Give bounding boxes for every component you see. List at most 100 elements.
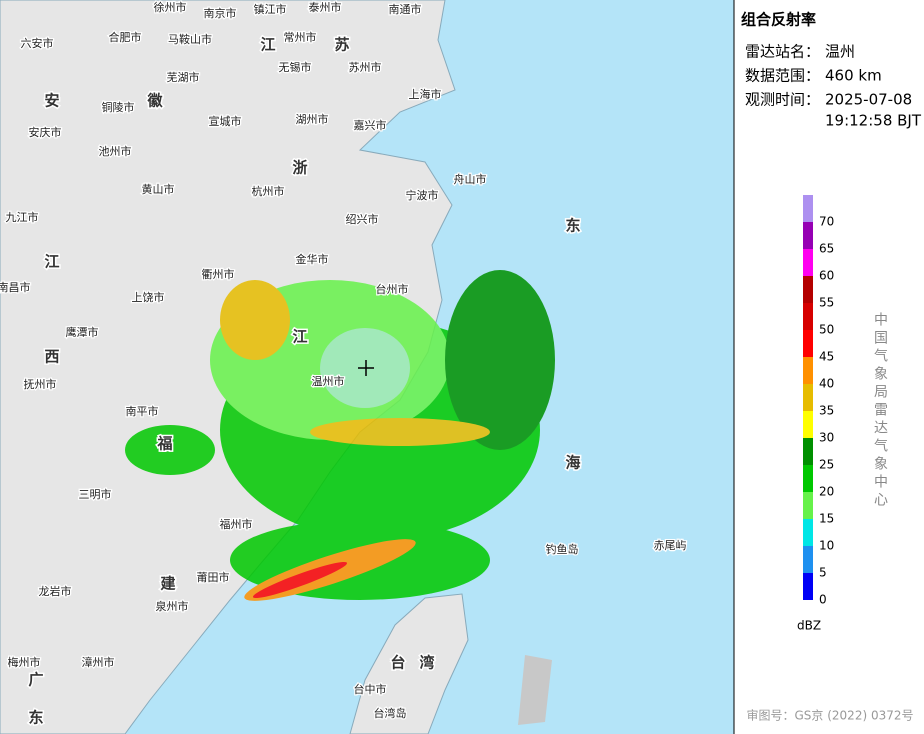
city-label: 台州市 — [376, 282, 409, 296]
city-label: 九江市 — [6, 210, 39, 224]
region-label: 江 — [44, 253, 59, 271]
legend-unit: dBZ — [797, 619, 821, 633]
legend-swatch — [803, 465, 813, 492]
city-label: 南平市 — [126, 404, 159, 418]
region-label: 江 — [260, 36, 275, 54]
city-label: 六安市 — [21, 36, 54, 50]
city-label: 苏州市 — [349, 60, 382, 74]
region-label: 东 — [565, 217, 580, 235]
region-label: 安 — [44, 92, 59, 110]
no-data-strip — [518, 655, 552, 725]
date: 2025-07-08 — [825, 91, 912, 109]
legend-tick-label: 60 — [819, 269, 834, 283]
region-label: 苏 — [334, 36, 349, 54]
echo-band — [125, 425, 215, 475]
legend-swatch — [803, 249, 813, 276]
legend-tick-label: 30 — [819, 431, 834, 445]
region-label: 湾 — [419, 654, 434, 672]
city-label: 三明市 — [79, 487, 112, 501]
region-label: 江 — [292, 328, 307, 346]
city-label: 衢州市 — [202, 267, 235, 281]
echo-band — [310, 418, 490, 446]
legend-swatch — [803, 546, 813, 573]
legend-swatch — [803, 492, 813, 519]
time: 19:12:58 BJT — [825, 112, 922, 130]
city-label: 南京市 — [204, 6, 237, 20]
city-label: 黄山市 — [142, 182, 175, 196]
city-label: 池州市 — [99, 144, 132, 158]
city-label: 马鞍山市 — [168, 32, 212, 46]
legend-tick-label: 20 — [819, 485, 834, 499]
range-label: 数据范围： — [745, 67, 820, 85]
region-label: 建 — [160, 575, 176, 593]
legend-swatch — [803, 276, 813, 303]
region-label: 福 — [156, 435, 172, 453]
city-label: 南昌市 — [0, 280, 31, 294]
legend-swatch — [803, 519, 813, 546]
legend-swatch — [803, 222, 813, 249]
echo-band — [252, 561, 348, 599]
city-label: 安庆市 — [29, 125, 62, 139]
time-label: 观测时间： — [745, 91, 820, 109]
region-label: 浙 — [292, 159, 307, 177]
city-label: 宁波市 — [406, 188, 439, 202]
city-label: 芜湖市 — [167, 70, 200, 84]
city-label: 赤尾屿 — [654, 539, 687, 552]
range: 460 km — [825, 67, 882, 85]
legend-swatch — [803, 195, 813, 222]
legend-tick-label: 40 — [819, 377, 834, 391]
radar-site — [358, 360, 374, 376]
city-label: 常州市 — [284, 30, 317, 44]
region-label: 广 — [28, 671, 43, 689]
legend-tick-label: 55 — [819, 296, 834, 310]
city-label: 合肥市 — [109, 30, 142, 44]
echo-band — [220, 280, 290, 360]
taiwan — [349, 593, 469, 734]
station: 温州 — [825, 43, 855, 61]
region-label: 台 — [390, 654, 405, 672]
city-label: 温州市 — [312, 374, 345, 388]
legend-swatch — [803, 411, 813, 438]
city-label: 莆田市 — [197, 570, 230, 584]
city-label: 湖州市 — [296, 112, 329, 126]
legend-swatch — [803, 573, 813, 600]
legend-tick-label: 45 — [819, 350, 834, 364]
legend-swatch — [803, 384, 813, 411]
city-label: 南通市 — [389, 2, 422, 16]
region-label: 西 — [44, 348, 59, 366]
city-label: 嘉兴市 — [354, 118, 387, 132]
legend-tick-label: 10 — [819, 539, 834, 553]
city-label: 绍兴市 — [346, 212, 379, 226]
legend-swatch — [803, 303, 813, 330]
city-label: 泉州市 — [156, 599, 189, 613]
city-label: 龙岩市 — [39, 584, 72, 598]
city-label: 抚州市 — [24, 377, 57, 391]
city-label: 福州市 — [220, 517, 253, 531]
city-label: 铜陵市 — [102, 100, 135, 114]
city-label: 无锡市 — [279, 60, 312, 74]
station-label: 雷达站名： — [745, 43, 820, 61]
legend-swatch — [803, 330, 813, 357]
city-label: 上海市 — [409, 87, 442, 101]
city-label: 台湾岛 — [374, 706, 407, 720]
city-label: 舟山市 — [454, 172, 487, 186]
city-label: 宣城市 — [209, 114, 242, 128]
city-label: 钓鱼岛 — [546, 542, 579, 556]
legend-credit: 中国气象局雷达气象中心 — [872, 312, 888, 510]
legend-tick-label: 15 — [819, 512, 834, 526]
legend-tick-label: 65 — [819, 242, 834, 256]
city-label: 杭州市 — [252, 184, 285, 198]
legend-tick-label: 0 — [819, 593, 827, 607]
city-label: 上饶市 — [132, 290, 165, 304]
region-label: 徽 — [146, 92, 163, 110]
region-label: 海 — [565, 454, 580, 472]
city-label: 金华市 — [296, 252, 329, 266]
city-label: 漳州市 — [82, 655, 115, 669]
approval: 审图号：GS京 (2022) 0372号 — [747, 708, 914, 723]
city-label: 徐州市 — [154, 0, 187, 14]
legend-swatch — [803, 438, 813, 465]
legend-swatch — [803, 357, 813, 384]
city-label: 镇江市 — [254, 2, 287, 16]
legend-tick-label: 35 — [819, 404, 834, 418]
